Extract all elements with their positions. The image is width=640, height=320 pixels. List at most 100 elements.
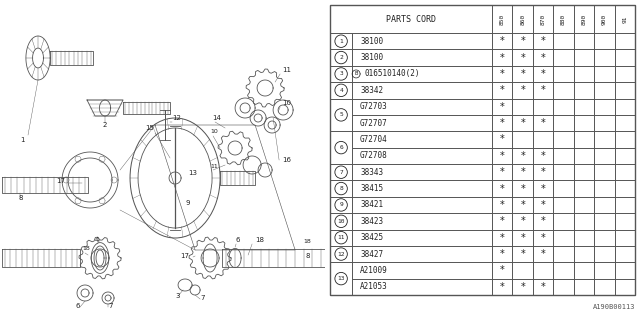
Bar (330, 5, 492, 33)
Bar (573, 279, 594, 295)
Bar (513, 82, 533, 99)
Bar (513, 180, 533, 197)
Text: G72704: G72704 (360, 135, 388, 144)
Bar (330, 99, 352, 131)
Bar (352, 33, 492, 49)
Bar (533, 148, 554, 164)
Bar (614, 213, 635, 229)
Bar (492, 5, 513, 33)
Text: *: * (541, 167, 545, 177)
Text: *: * (520, 184, 525, 194)
Bar (330, 246, 352, 262)
Bar (573, 131, 594, 148)
Bar (533, 197, 554, 213)
Text: 880: 880 (561, 13, 566, 25)
Bar (533, 180, 554, 197)
Bar (573, 99, 594, 115)
Bar (533, 229, 554, 246)
Bar (492, 148, 513, 164)
Text: *: * (541, 52, 545, 63)
Bar (513, 279, 533, 295)
Text: *: * (500, 265, 505, 276)
Bar (573, 213, 594, 229)
Text: 16: 16 (282, 157, 291, 163)
Text: *: * (541, 118, 545, 128)
Bar (594, 82, 614, 99)
Text: 016510140(2): 016510140(2) (364, 69, 420, 78)
Text: B: B (355, 71, 358, 76)
Bar (352, 148, 492, 164)
Text: *: * (541, 69, 545, 79)
Text: *: * (500, 85, 505, 95)
Bar (594, 66, 614, 82)
Bar (352, 180, 492, 197)
Bar (513, 164, 533, 180)
Bar (554, 33, 573, 49)
Bar (533, 213, 554, 229)
Text: 870: 870 (541, 13, 546, 25)
Bar (573, 148, 594, 164)
Text: PARTS CORD: PARTS CORD (386, 14, 436, 23)
Bar (554, 197, 573, 213)
Text: *: * (500, 216, 505, 226)
Bar (533, 99, 554, 115)
Bar (614, 66, 635, 82)
Bar (330, 66, 352, 82)
Text: 38343: 38343 (360, 168, 383, 177)
Bar (330, 164, 352, 180)
Bar (352, 82, 492, 99)
Text: 890: 890 (582, 13, 586, 25)
Bar (330, 197, 352, 213)
Text: 38421: 38421 (360, 200, 383, 209)
Bar (573, 262, 594, 279)
Text: 7: 7 (108, 303, 113, 309)
Text: *: * (500, 151, 505, 161)
Bar (330, 49, 352, 66)
Text: *: * (520, 36, 525, 46)
Text: 18: 18 (303, 239, 311, 244)
Bar (554, 66, 573, 82)
Text: 38100: 38100 (360, 37, 383, 46)
Bar (594, 49, 614, 66)
Bar (554, 131, 573, 148)
Bar (330, 33, 352, 49)
Text: 91: 91 (622, 15, 627, 23)
Bar (492, 115, 513, 131)
Bar (614, 262, 635, 279)
Text: *: * (520, 233, 525, 243)
Bar (513, 99, 533, 115)
Bar (594, 229, 614, 246)
Text: 1: 1 (20, 137, 24, 143)
Text: 11: 11 (337, 235, 345, 240)
Text: *: * (520, 200, 525, 210)
Bar (554, 213, 573, 229)
Bar (594, 180, 614, 197)
Bar (554, 180, 573, 197)
Text: 38100: 38100 (360, 53, 383, 62)
Text: 6: 6 (339, 145, 343, 150)
Text: 38415: 38415 (360, 184, 383, 193)
Bar (614, 115, 635, 131)
Text: *: * (500, 184, 505, 194)
Text: *: * (541, 233, 545, 243)
Bar (492, 66, 513, 82)
Text: 7: 7 (200, 295, 205, 301)
Bar (352, 246, 492, 262)
Bar (594, 246, 614, 262)
Bar (492, 164, 513, 180)
Text: 38427: 38427 (360, 250, 383, 259)
Text: 860: 860 (520, 13, 525, 25)
Bar (533, 5, 554, 33)
Bar (513, 66, 533, 82)
Bar (614, 5, 635, 33)
Text: 38423: 38423 (360, 217, 383, 226)
Bar (573, 229, 594, 246)
Bar (554, 49, 573, 66)
Bar (554, 82, 573, 99)
Text: G72708: G72708 (360, 151, 388, 160)
Bar (513, 213, 533, 229)
Bar (492, 197, 513, 213)
Text: 38425: 38425 (360, 233, 383, 242)
Text: A21053: A21053 (360, 282, 388, 291)
Bar (554, 148, 573, 164)
